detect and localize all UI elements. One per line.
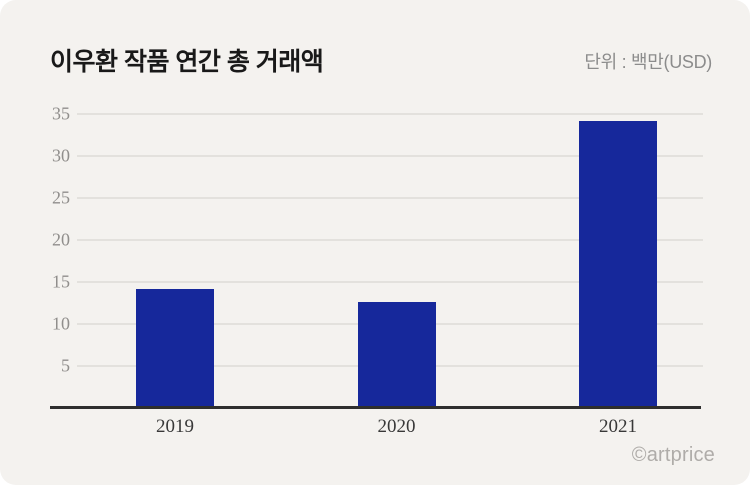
bar-2021	[579, 120, 657, 408]
gridline-25	[77, 197, 703, 199]
bar-2020	[357, 302, 436, 408]
gridline-30	[77, 155, 703, 157]
gridline-20	[77, 239, 703, 241]
y-tick-label-15: 15	[52, 271, 70, 292]
x-axis-line	[50, 406, 701, 409]
artprice-credit: ©artprice	[631, 444, 715, 466]
y-tick-label-10: 10	[52, 313, 70, 334]
gridline-15	[77, 281, 703, 283]
y-tick-label-30: 30	[52, 145, 70, 166]
gridline-35	[77, 113, 703, 115]
bar-2019	[136, 288, 214, 408]
y-tick-label-5: 5	[61, 355, 70, 376]
y-tick-label-20: 20	[52, 229, 70, 250]
x-axis-label-2021: 2021	[599, 416, 637, 437]
y-tick-label-25: 25	[52, 187, 70, 208]
unit-label: 단위 : 백만(USD)	[584, 52, 712, 72]
y-tick-label-35: 35	[52, 103, 70, 124]
chart-title: 이우환 작품 연간 총 거래액	[50, 48, 324, 76]
x-axis-label-2020: 2020	[377, 416, 416, 437]
x-axis-label-2019: 2019	[156, 416, 194, 437]
